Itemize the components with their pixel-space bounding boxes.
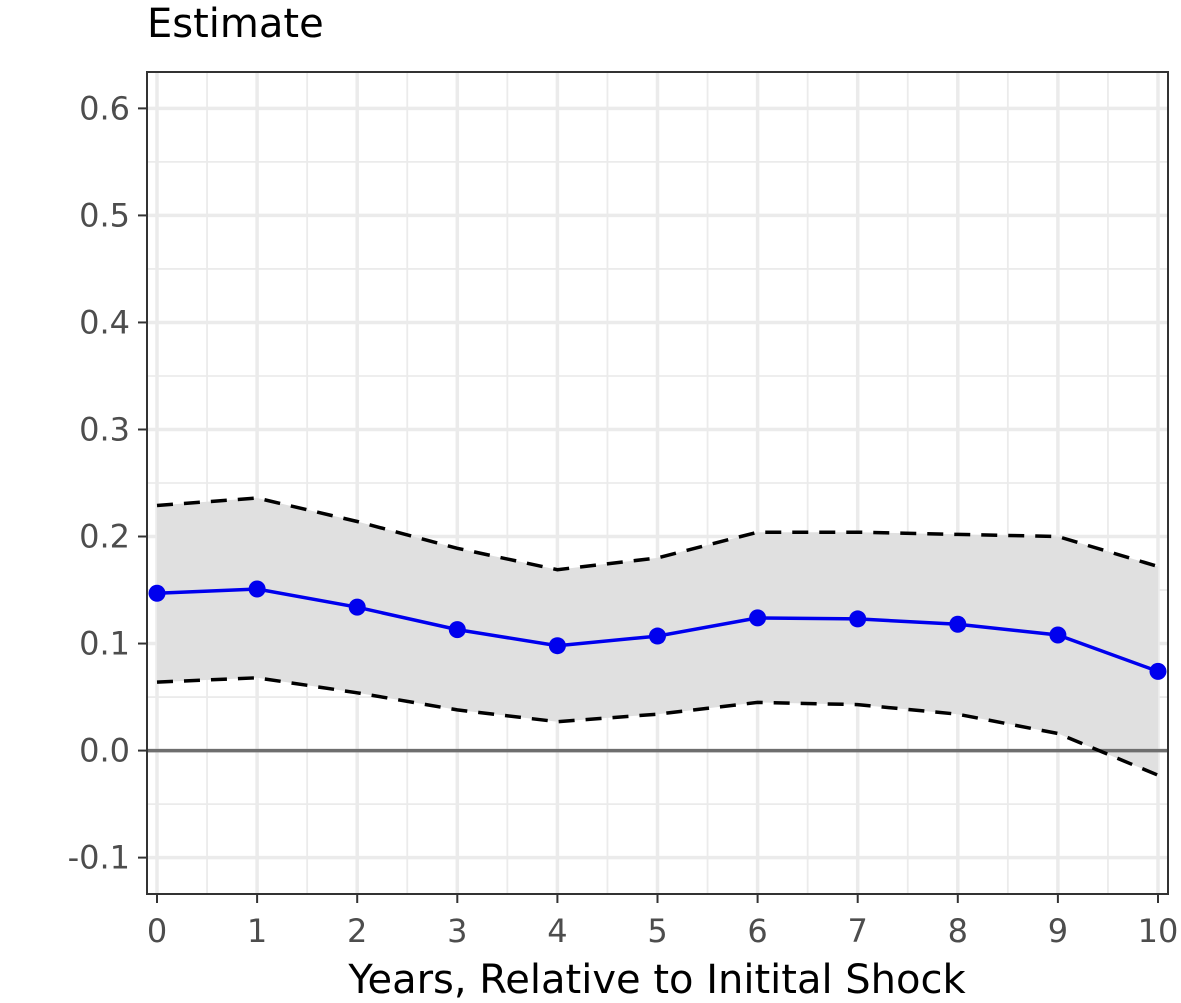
y-tick-label: -0.1	[68, 839, 130, 877]
x-tick-label: 6	[747, 912, 767, 950]
estimate-point	[1049, 626, 1067, 644]
x-axis: 0 1 2 3 4 5 6 7 8 9 10	[147, 894, 1179, 950]
x-tick-label: 2	[347, 912, 367, 950]
x-tick-label: 1	[247, 912, 267, 950]
estimate-point	[448, 621, 466, 639]
estimate-point	[548, 637, 566, 655]
y-tick-label: 0.0	[79, 732, 130, 770]
grid	[147, 72, 1168, 894]
x-tick-label: 0	[147, 912, 167, 950]
x-axis-title: Years, Relative to Initital Shock	[347, 957, 966, 1003]
estimate-point	[849, 610, 867, 628]
y-tick-label: 0.1	[79, 625, 130, 663]
estimate-point	[148, 584, 166, 602]
estimate-point	[949, 615, 967, 633]
x-tick-label: 5	[647, 912, 667, 950]
estimate-point	[649, 627, 666, 645]
estimate-point	[348, 598, 366, 616]
estimate-point	[1149, 662, 1167, 680]
x-tick-label: 7	[848, 912, 868, 950]
estimate-point	[749, 609, 767, 627]
y-tick-label: 0.3	[79, 410, 130, 448]
y-tick-label: 0.6	[79, 89, 130, 127]
x-tick-label: 3	[447, 912, 467, 950]
y-axis-title: Estimate	[147, 1, 324, 47]
x-tick-label: 10	[1138, 912, 1179, 950]
ci-upper-line	[156, 496, 1159, 572]
y-tick-label: 0.2	[79, 518, 130, 556]
x-tick-label: 9	[1048, 912, 1068, 950]
estimate-point	[248, 580, 266, 598]
estimate-points	[148, 580, 1167, 680]
x-tick-label: 8	[948, 912, 968, 950]
y-axis: -0.1 0.0 0.1 0.2 0.3 0.4 0.5 0.6	[68, 89, 147, 877]
y-tick-label: 0.4	[79, 303, 130, 341]
y-tick-label: 0.5	[79, 196, 130, 234]
ci-lower-line	[156, 676, 1159, 777]
x-tick-label: 4	[547, 912, 567, 950]
